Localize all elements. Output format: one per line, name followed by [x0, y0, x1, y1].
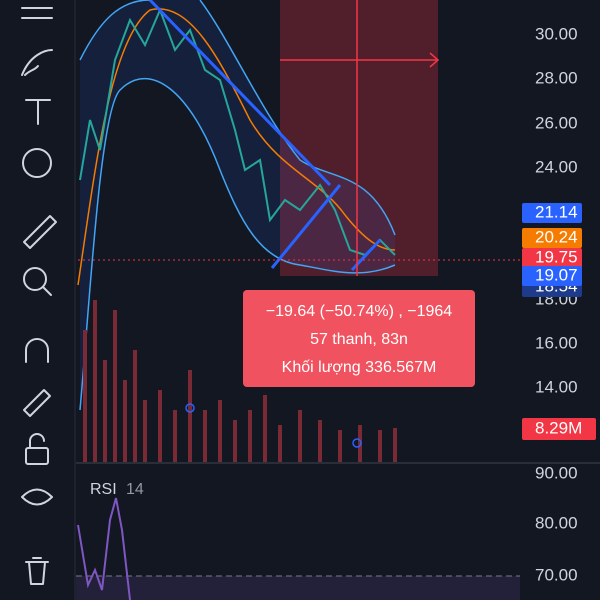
tooltip-line: Khối lượng 336.567M	[282, 359, 437, 376]
brush-tool[interactable]	[21, 49, 53, 76]
tooltip-line: −19.64 (−50.74%) , −1964	[266, 303, 452, 320]
band-fill	[80, 0, 395, 410]
delete-tool[interactable]	[25, 557, 49, 585]
price-badge-label: 19.75	[535, 247, 578, 266]
price-label: 16.00	[535, 333, 578, 352]
tooltip-line: 57 thanh, 83n	[310, 331, 408, 348]
crosshair	[280, 0, 440, 276]
volume-badge-label: 8.29M	[535, 418, 582, 437]
price-label: 24.00	[535, 157, 578, 176]
price-badge	[522, 228, 582, 248]
ruler-tool[interactable]	[23, 215, 57, 249]
zoom-handle[interactable]	[42, 286, 52, 296]
price-path	[79, 7, 396, 257]
rsi-title: RSI	[90, 481, 117, 498]
toolbar-icons[interactable]	[21, 7, 57, 585]
upper-band	[79, 0, 396, 236]
lower-band	[79, 77, 396, 411]
zoom-tool[interactable]	[23, 267, 47, 291]
visibility-tool[interactable]	[21, 488, 53, 506]
unlock-shackle[interactable]	[29, 433, 45, 449]
price-badge-label: 21.14	[535, 202, 578, 221]
marker	[185, 403, 195, 413]
price-badge	[522, 248, 582, 268]
rsi-axis-label: 80.00	[535, 513, 578, 532]
price-badge-label: 19.07	[535, 265, 578, 284]
magnet-tool[interactable]	[25, 338, 49, 363]
price-label: 14.00	[535, 377, 578, 396]
price-badge	[522, 203, 582, 223]
volume-bars	[83, 300, 397, 462]
emoji-tool[interactable]	[22, 148, 52, 178]
lock-draw-tool[interactable]	[23, 389, 51, 417]
price-label: 26.00	[535, 113, 578, 132]
rsi-axis-label: 70.00	[535, 565, 578, 584]
rsi-axis-label: 90.00	[535, 463, 578, 482]
price-label: 28.00	[535, 68, 578, 87]
rsi-line	[77, 497, 131, 600]
tooltip	[243, 290, 475, 387]
rsi-band	[76, 576, 520, 600]
price-label: 30.00	[535, 24, 578, 43]
price-axis: 30.0028.0026.0024.0018.0016.0014.0018.54…	[522, 24, 596, 584]
price-badge-label: 20.24	[535, 227, 578, 246]
price-badge	[522, 266, 582, 286]
text-tool[interactable]	[25, 99, 51, 125]
volume-badge	[522, 418, 596, 440]
toolbar	[0, 0, 75, 600]
lines-tool[interactable]	[21, 7, 53, 19]
rsi-length: 14	[126, 481, 144, 498]
marker	[352, 438, 362, 448]
unlock-tool[interactable]	[25, 447, 49, 465]
